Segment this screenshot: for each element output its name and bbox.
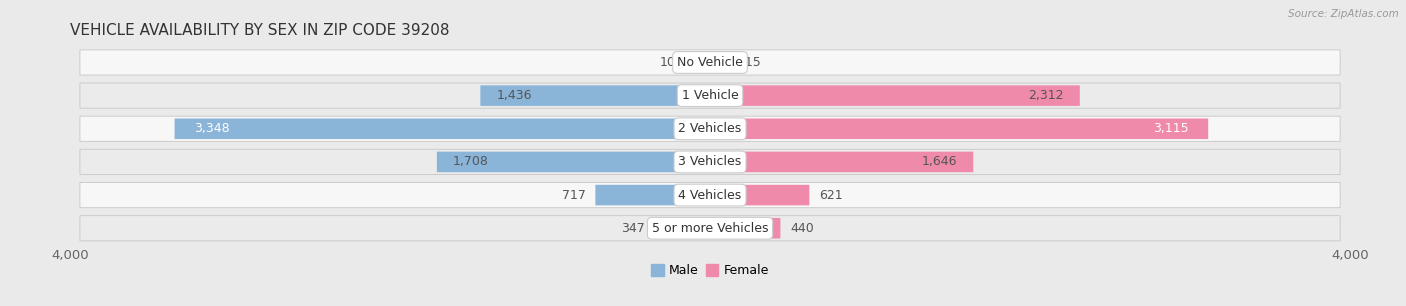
FancyBboxPatch shape: [437, 152, 710, 172]
FancyBboxPatch shape: [80, 83, 1340, 108]
Text: 4 Vehicles: 4 Vehicles: [679, 188, 741, 202]
Text: 115: 115: [738, 56, 762, 69]
Text: 717: 717: [562, 188, 586, 202]
FancyBboxPatch shape: [174, 118, 710, 139]
Text: 2 Vehicles: 2 Vehicles: [679, 122, 741, 135]
Text: 1,436: 1,436: [496, 89, 531, 102]
FancyBboxPatch shape: [710, 218, 780, 238]
Text: 2,312: 2,312: [1028, 89, 1064, 102]
Text: 5 or more Vehicles: 5 or more Vehicles: [652, 222, 768, 235]
FancyBboxPatch shape: [481, 85, 710, 106]
Text: 1,708: 1,708: [453, 155, 489, 168]
Text: 3,115: 3,115: [1153, 122, 1189, 135]
Text: 105: 105: [659, 56, 683, 69]
Text: 3 Vehicles: 3 Vehicles: [679, 155, 741, 168]
Text: 347: 347: [621, 222, 645, 235]
FancyBboxPatch shape: [693, 52, 710, 73]
FancyBboxPatch shape: [80, 182, 1340, 208]
Text: 3,348: 3,348: [194, 122, 229, 135]
FancyBboxPatch shape: [710, 152, 973, 172]
FancyBboxPatch shape: [595, 185, 710, 205]
Text: 621: 621: [818, 188, 842, 202]
FancyBboxPatch shape: [80, 149, 1340, 174]
FancyBboxPatch shape: [710, 52, 728, 73]
FancyBboxPatch shape: [655, 218, 710, 238]
Text: Source: ZipAtlas.com: Source: ZipAtlas.com: [1288, 9, 1399, 19]
FancyBboxPatch shape: [710, 85, 1080, 106]
FancyBboxPatch shape: [80, 116, 1340, 141]
Legend: Male, Female: Male, Female: [647, 259, 773, 282]
Text: 1,646: 1,646: [922, 155, 957, 168]
Text: VEHICLE AVAILABILITY BY SEX IN ZIP CODE 39208: VEHICLE AVAILABILITY BY SEX IN ZIP CODE …: [70, 23, 450, 38]
FancyBboxPatch shape: [710, 185, 810, 205]
FancyBboxPatch shape: [80, 50, 1340, 75]
Text: No Vehicle: No Vehicle: [678, 56, 742, 69]
FancyBboxPatch shape: [80, 216, 1340, 241]
FancyBboxPatch shape: [710, 118, 1208, 139]
Text: 440: 440: [790, 222, 814, 235]
Text: 1 Vehicle: 1 Vehicle: [682, 89, 738, 102]
